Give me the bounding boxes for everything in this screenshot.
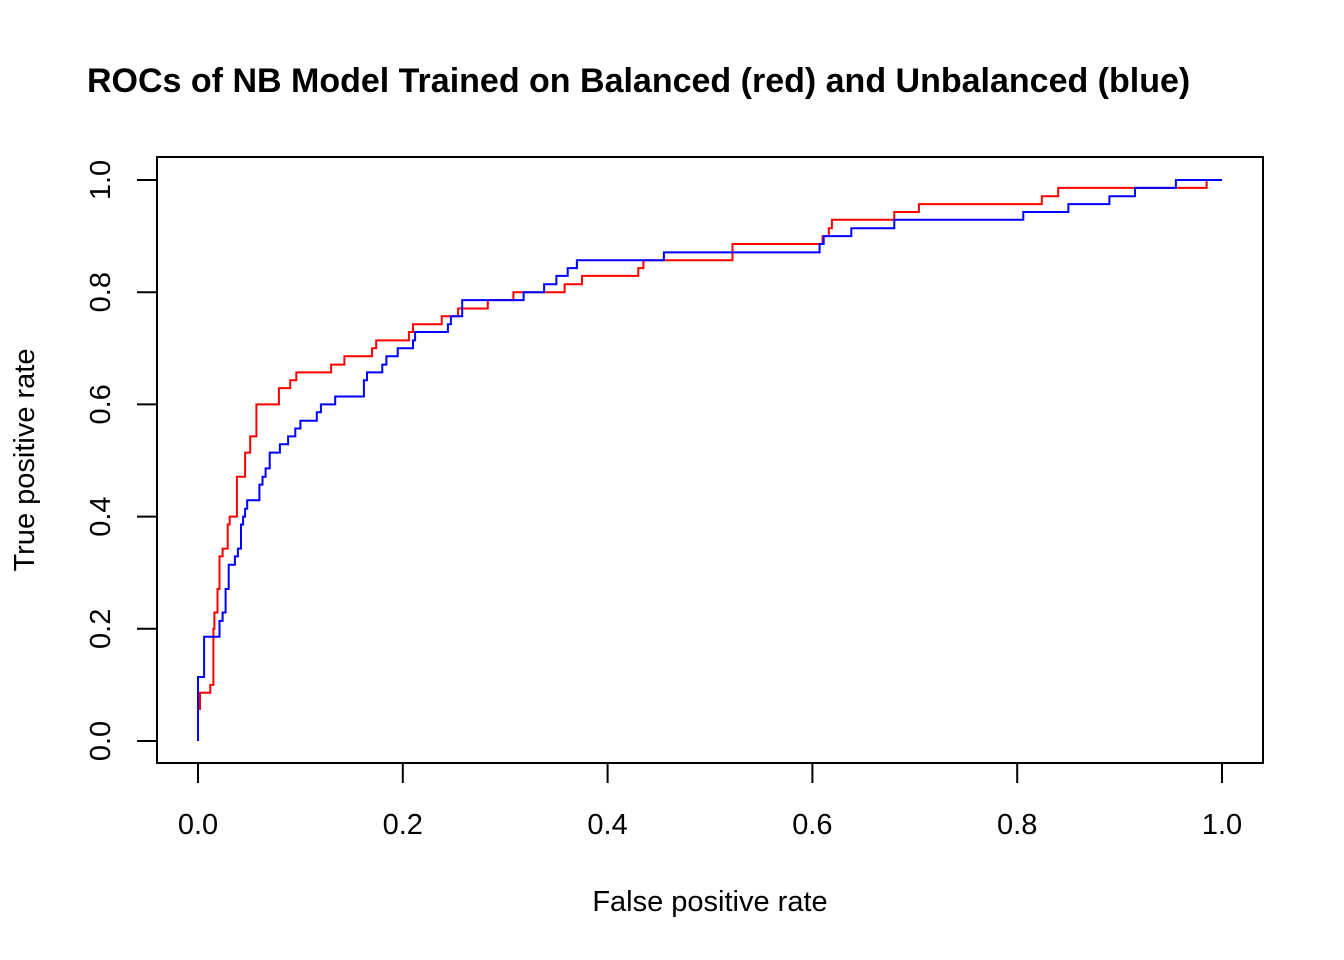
x-tick-label: 0.4 — [587, 809, 627, 841]
y-tick-label: 1.0 — [85, 160, 117, 200]
y-axis: 0.0 0.2 0.4 0.6 0.8 1.0 — [85, 160, 158, 761]
y-tick-label: 0.8 — [85, 272, 117, 312]
x-tick-label: 0.2 — [383, 809, 423, 841]
x-tick-label: 0.8 — [997, 809, 1037, 841]
series-layer — [197, 179, 1222, 741]
y-tick-label: 0.0 — [85, 721, 117, 761]
x-axis: 0.0 0.2 0.4 0.6 0.8 1.0 — [178, 762, 1242, 841]
roc-series-line — [197, 179, 1222, 741]
y-tick-label: 0.2 — [85, 609, 117, 649]
y-axis-label: True positive rate — [9, 349, 41, 572]
y-tick-label: 0.4 — [85, 496, 117, 536]
y-tick-label: 0.6 — [85, 384, 117, 424]
roc-series-line — [197, 179, 1222, 741]
x-tick-label: 1.0 — [1202, 809, 1242, 841]
x-tick-label: 0.6 — [792, 809, 832, 841]
x-axis-label: False positive rate — [592, 886, 827, 918]
plot-frame — [156, 156, 1264, 764]
chart-title: ROCs of NB Model Trained on Balanced (re… — [87, 62, 1190, 100]
x-tick-label: 0.0 — [178, 809, 218, 841]
